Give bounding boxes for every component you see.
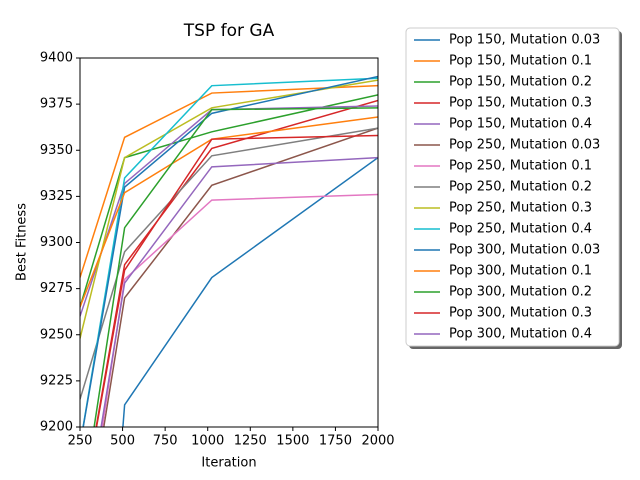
series-line: [100, 156, 378, 427]
series-line: [93, 107, 378, 427]
y-tick-label: 9250: [40, 327, 73, 342]
legend-label: Pop 150, Mutation 0.03: [449, 33, 600, 48]
legend-label: Pop 150, Mutation 0.2: [449, 75, 592, 90]
series-line: [82, 75, 378, 427]
legend-label: Pop 250, Mutation 0.2: [449, 180, 592, 195]
legend-label: Pop 300, Mutation 0.4: [449, 327, 592, 342]
y-axis-label: Best Fitness: [15, 203, 30, 281]
series-line: [95, 134, 378, 427]
legend-label: Pop 150, Mutation 0.1: [449, 54, 592, 69]
y-tick-label: 9325: [40, 189, 73, 204]
series-line: [80, 84, 378, 278]
series-line: [80, 94, 378, 308]
legend-label: Pop 250, Mutation 0.03: [449, 138, 600, 153]
series-line: [80, 116, 378, 308]
x-tick-label: 1000: [191, 434, 224, 449]
legend-label: Pop 150, Mutation 0.4: [449, 117, 592, 132]
legend-label: Pop 150, Mutation 0.3: [449, 96, 592, 111]
x-tick-label: 1500: [276, 434, 309, 449]
legend-label: Pop 300, Mutation 0.03: [449, 243, 600, 258]
x-tick-label: 1250: [234, 434, 267, 449]
legend-label: Pop 300, Mutation 0.3: [449, 306, 592, 321]
series-line: [82, 77, 378, 427]
y-tick-label: 9300: [40, 235, 73, 250]
series-line: [122, 157, 378, 427]
legend: [405, 27, 620, 347]
y-tick-label: 9400: [40, 51, 73, 66]
legend-label: Pop 250, Mutation 0.4: [449, 222, 592, 237]
legend-label: Pop 250, Mutation 0.3: [449, 201, 592, 216]
y-tick-label: 9200: [40, 420, 73, 435]
y-tick-label: 9225: [40, 373, 73, 388]
y-tick-label: 9350: [40, 143, 73, 158]
chart-title: TSP for GA: [183, 21, 275, 41]
legend-label: Pop 300, Mutation 0.1: [449, 264, 592, 279]
x-tick-label: 750: [153, 434, 178, 449]
x-tick-label: 2000: [361, 434, 394, 449]
x-tick-label: 500: [110, 434, 135, 449]
series-line: [103, 127, 378, 427]
y-tick-label: 9375: [40, 97, 73, 112]
x-axis-label: Iteration: [201, 456, 256, 471]
x-tick-label: 250: [68, 434, 93, 449]
x-tick-label: 1750: [319, 434, 352, 449]
legend-label: Pop 250, Mutation 0.1: [449, 159, 592, 174]
legend-label: Pop 300, Mutation 0.2: [449, 285, 592, 300]
y-tick-label: 9275: [40, 281, 73, 296]
